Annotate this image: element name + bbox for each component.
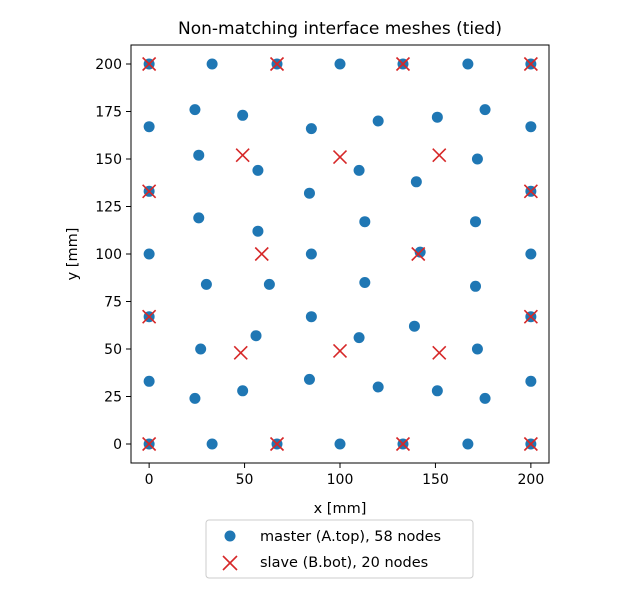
- master-node-point: [237, 385, 249, 397]
- master-node-point: [372, 381, 384, 393]
- slave-series: [142, 56, 538, 452]
- y-tick-label: 25: [104, 390, 122, 406]
- master-node-point: [303, 373, 315, 385]
- master-node-point: [143, 248, 155, 260]
- master-node-point: [305, 248, 317, 260]
- y-axis-label: y [mm]: [65, 228, 81, 281]
- master-node-point: [431, 385, 443, 397]
- master-node-point: [408, 320, 420, 332]
- master-node-point: [189, 104, 201, 116]
- master-node-point: [462, 438, 474, 450]
- x-tick-label: 200: [518, 472, 545, 488]
- slave-node-point: [523, 309, 538, 324]
- y-tick-label: 0: [113, 437, 122, 453]
- master-node-point: [372, 115, 384, 127]
- master-node-point: [195, 343, 207, 355]
- master-node-point: [359, 277, 371, 288]
- master-node-point: [252, 225, 264, 237]
- master-node-point: [334, 58, 346, 70]
- slave-node-point: [142, 309, 157, 324]
- legend-master-marker: [224, 530, 236, 542]
- master-node-point: [525, 121, 537, 133]
- slave-node-point: [142, 184, 157, 199]
- master-node-point: [431, 111, 443, 123]
- master-node-point: [353, 332, 365, 344]
- legend: master (A.top), 58 nodes slave (B.bot), …: [205, 519, 474, 579]
- master-node-point: [143, 375, 155, 387]
- slave-node-point: [233, 345, 248, 360]
- master-node-point: [263, 278, 275, 290]
- master-node-point: [471, 343, 483, 355]
- master-node-point: [200, 278, 212, 290]
- chart-title: Non-matching interface meshes (tied): [178, 19, 502, 39]
- master-node-point: [353, 164, 365, 176]
- master-node-point: [359, 216, 371, 228]
- master-node-point: [206, 438, 218, 450]
- master-node-point: [193, 149, 205, 161]
- master-node-point: [462, 58, 474, 70]
- slave-node-point: [395, 56, 411, 72]
- slave-node-point: [523, 184, 538, 199]
- master-node-point: [479, 392, 491, 404]
- master-node-point: [334, 438, 346, 450]
- y-tick-label: 150: [95, 152, 122, 168]
- x-axis-label: x [mm]: [314, 501, 367, 517]
- slave-node-point: [332, 343, 348, 358]
- slave-node-point: [411, 246, 426, 262]
- slave-node-point: [432, 148, 447, 163]
- slave-node-point: [142, 436, 157, 452]
- master-node-point: [206, 58, 218, 70]
- master-node-point: [250, 330, 262, 342]
- y-tick-label: 50: [104, 342, 122, 358]
- master-node-point: [189, 392, 201, 404]
- master-node-point: [525, 375, 537, 387]
- master-node-point: [471, 153, 483, 165]
- y-tick-label: 200: [95, 57, 122, 73]
- slave-node-point: [523, 436, 538, 452]
- x-tick-label: 0: [145, 472, 154, 488]
- master-node-point: [193, 212, 205, 224]
- slave-node-point: [395, 436, 411, 452]
- master-node-point: [305, 311, 317, 323]
- slave-node-point: [523, 56, 538, 72]
- master-node-point: [470, 280, 482, 292]
- master-node-point: [525, 248, 537, 260]
- master-node-point: [303, 187, 315, 199]
- master-node-point: [252, 164, 264, 176]
- slave-node-point: [254, 246, 269, 262]
- y-tick-label: 175: [95, 105, 122, 121]
- legend-frame: [205, 519, 474, 579]
- master-node-point: [143, 121, 155, 133]
- slave-node-point: [269, 56, 285, 72]
- y-tick-label: 125: [95, 200, 122, 216]
- x-tick-label: 100: [327, 472, 354, 488]
- y-tick-label: 100: [95, 247, 122, 263]
- master-node-point: [470, 216, 482, 228]
- master-node-point: [479, 104, 491, 116]
- axis-ticks: 0 50 100 150 200 0 25 50 75 100 125 150 175 200: [95, 57, 544, 488]
- master-node-point: [305, 123, 317, 135]
- y-tick-label: 75: [104, 295, 122, 311]
- legend-slave-marker: [222, 555, 238, 571]
- x-tick-label: 150: [422, 472, 449, 488]
- master-series: [143, 58, 537, 450]
- master-node-point: [410, 176, 422, 188]
- legend-slave-label: slave (B.bot), 20 nodes: [260, 555, 428, 571]
- slave-node-point: [332, 150, 348, 165]
- master-node-point: [237, 109, 249, 121]
- slave-node-point: [142, 56, 157, 72]
- slave-node-point: [235, 148, 250, 163]
- slave-node-point: [432, 345, 447, 360]
- x-tick-label: 50: [236, 472, 254, 488]
- slave-node-point: [269, 436, 285, 452]
- legend-master-label: master (A.top), 58 nodes: [260, 529, 441, 545]
